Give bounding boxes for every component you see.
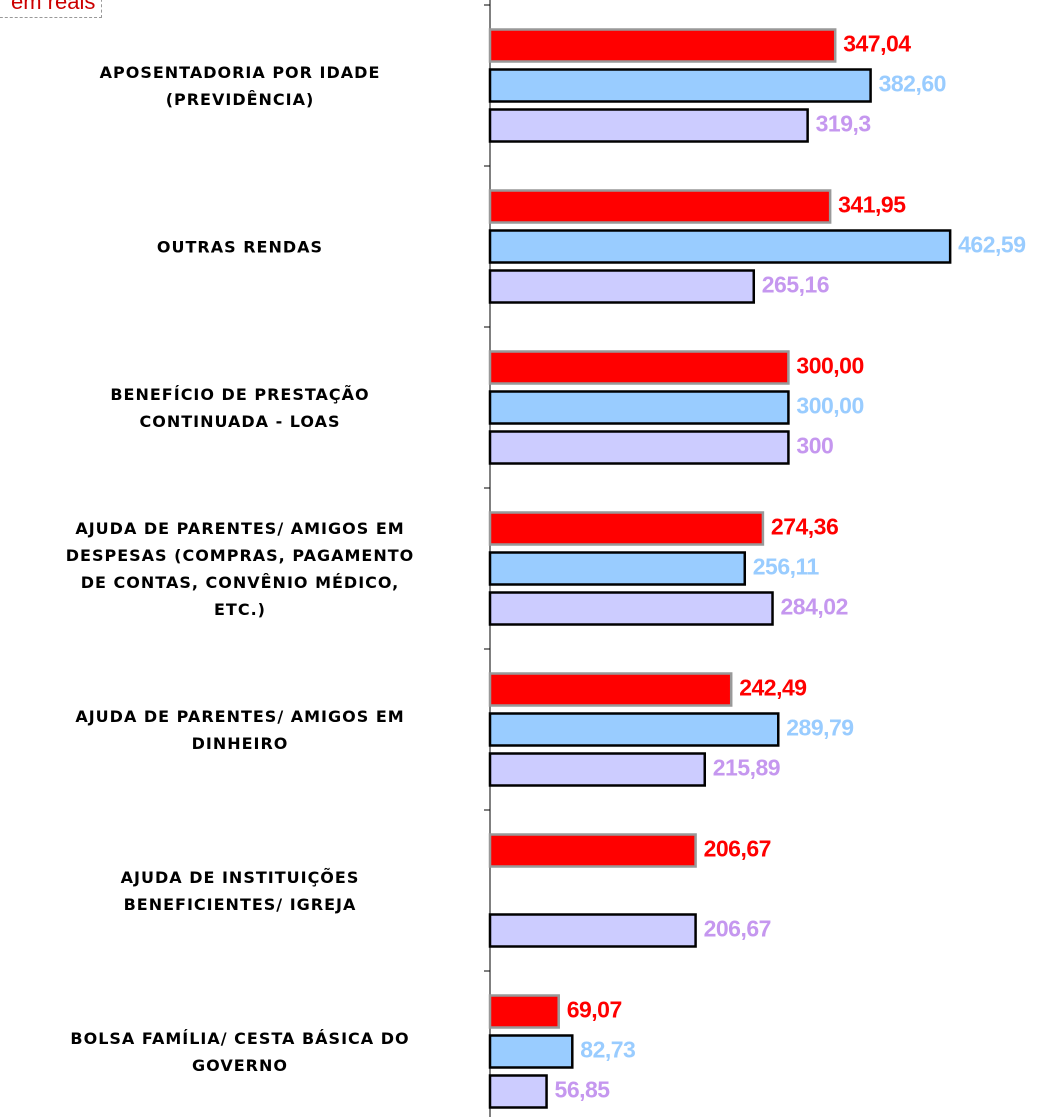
value-label: 206,67 [704,836,771,862]
bar [488,189,832,224]
value-label: 82,73 [580,1037,635,1063]
bar [488,712,780,747]
bar [488,591,774,626]
bar [488,108,809,143]
value-label: 56,85 [555,1077,611,1103]
value-label: 284,02 [781,594,848,620]
bar [488,551,747,586]
value-label: 300 [796,433,833,459]
value-label: 289,79 [786,715,853,741]
bar [488,229,952,264]
bar [488,28,837,63]
bar [488,350,790,385]
value-label: 215,89 [713,755,780,781]
value-label: 242,49 [739,675,806,701]
bar [488,913,697,948]
bar [488,994,560,1029]
value-label: 265,16 [762,272,829,298]
value-label: 300,00 [796,353,863,379]
value-label: 256,11 [753,554,820,580]
bar [488,672,733,707]
value-label: 462,59 [958,232,1025,258]
value-label: 347,04 [843,31,911,57]
annotation: em reais [0,0,103,18]
value-label: 341,95 [838,192,906,218]
bar [488,511,765,546]
bar [488,68,872,103]
bar [488,1074,548,1109]
bar [488,430,790,465]
value-label: 274,36 [771,514,838,540]
value-label: 319,3 [816,111,871,137]
category-label: BOLSA FAMÍLIA/ CESTA BÁSICA DO GOVERNO [70,1028,410,1075]
bar [488,833,697,868]
bar [488,390,790,425]
bar [488,752,707,787]
value-label: 206,67 [704,916,771,942]
bar [488,1034,574,1069]
category-label: APOSENTADORIA POR IDADE (PREVIDÊNCIA) [99,62,381,109]
category-label: AJUDA DE INSTITUIÇÕES BENEFICIENTES/ IGR… [120,867,360,914]
category-label: OUTRAS RENDAS [156,237,324,256]
value-label: 382,60 [879,71,946,97]
value-label: 300,00 [796,393,863,419]
bar [488,269,756,304]
category-label: BENEFÍCIO DE PRESTAÇÃO CONTINUADA - LOAS [110,384,370,431]
value-label: 69,07 [567,997,622,1023]
category-label: AJUDA DE PARENTES/ AMIGOS EM DESPESAS (C… [65,518,415,619]
category-label: AJUDA DE PARENTES/ AMIGOS EM DINHEIRO [75,706,405,753]
